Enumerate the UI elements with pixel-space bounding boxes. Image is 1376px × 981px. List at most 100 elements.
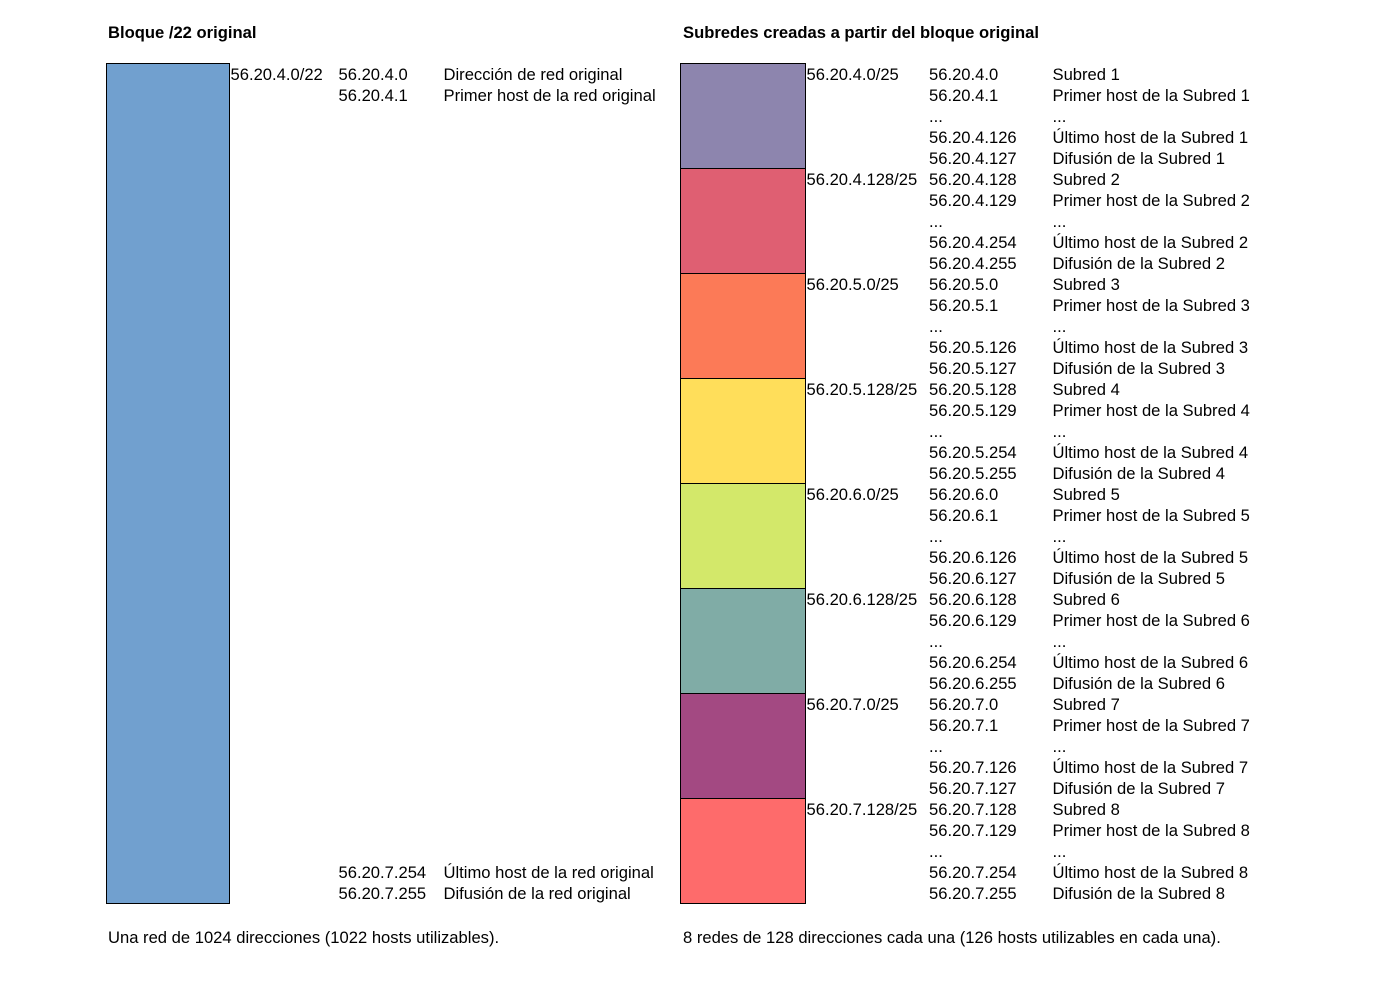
subnet-1-network-address: 56.20.4.0	[929, 64, 999, 84]
subnet-3-row-first-host: 56.20.5.1 Primer host de la Subred 3	[0, 295, 1376, 316]
left-row-broadcast: 56.20.7.255 Difusión de la red original	[0, 883, 1376, 904]
subnet-5-broadcast-address: 56.20.6.127	[929, 568, 1017, 588]
subnet-8-row-first-host: 56.20.7.129 Primer host de la Subred 8	[0, 820, 1376, 841]
subnet-5-last-host-label: Último host de la Subred 5	[1052, 547, 1249, 567]
original-block	[105, 62, 230, 905]
subnet-2-network-address: 56.20.4.128	[929, 169, 1017, 189]
subnet-3-broadcast-address: 56.20.5.127	[929, 358, 1017, 378]
subnet-7-row-first-host: 56.20.7.1 Primer host de la Subred 7	[0, 715, 1376, 736]
right-panel-title: Subredes creadas a partir del bloque ori…	[683, 22, 1039, 42]
subnet-block-8	[680, 797, 806, 905]
subnet-2-row-ellipsis: ... ...	[0, 211, 1376, 232]
subnet-8-last-host-address: 56.20.7.254	[929, 862, 1017, 882]
network-address-label: Dirección de red original	[443, 64, 623, 84]
subnet-5-ellipsis-label: ...	[1052, 526, 1067, 546]
subnet-5-ellipsis-ip: ...	[929, 526, 943, 546]
subnet-2-broadcast-label: Difusión de la Subred 2	[1052, 253, 1226, 273]
subnet-5-row-first-host: 56.20.6.1 Primer host de la Subred 5	[0, 505, 1376, 526]
subnet-2-broadcast-address: 56.20.4.255	[929, 253, 1017, 273]
subnet-3-network-label: Subred 3	[1052, 274, 1120, 294]
subnet-8-ellipsis-label: ...	[1052, 841, 1067, 861]
subnet-7-row-ellipsis: ... ...	[0, 736, 1376, 757]
subnet-6-row-last-host: 56.20.6.254 Último host de la Subred 6	[0, 652, 1376, 673]
subnet-block-7	[680, 692, 806, 800]
subnet-1-row-last-host: 56.20.4.126 Último host de la Subred 1	[0, 127, 1376, 148]
broadcast-label: Difusión de la red original	[443, 883, 631, 903]
subnet-8-first-host-label: Primer host de la Subred 8	[1052, 820, 1250, 840]
subnet-3-last-host-address: 56.20.5.126	[929, 337, 1017, 357]
subnet-7-network-address: 56.20.7.0	[929, 694, 999, 714]
subnet-1-last-host-address: 56.20.4.126	[929, 127, 1017, 147]
subnet-block-1	[680, 62, 806, 170]
right-panel-caption: 8 redes de 128 direcciones cada una (126…	[683, 927, 1221, 947]
subnet-8-row-last-host: 56.20.7.254 Último host de la Subred 8	[0, 862, 1376, 883]
subnet-8-row-ellipsis: ... ...	[0, 841, 1376, 862]
subnet-7-network-label: Subred 7	[1052, 694, 1120, 714]
subnet-5-network-label: Subred 5	[1052, 484, 1120, 504]
subnet-7-first-host-label: Primer host de la Subred 7	[1052, 715, 1250, 735]
subnet-5-broadcast-label: Difusión de la Subred 5	[1052, 568, 1226, 588]
last-host-address: 56.20.7.254	[338, 863, 427, 882]
subnet-5-row-last-host: 56.20.6.126 Último host de la Subred 5	[0, 547, 1376, 568]
subnet-8-first-host-address: 56.20.7.129	[929, 820, 1017, 840]
first-host-label: Primer host de la red original	[443, 85, 656, 105]
subnet-8-row-broadcast: 56.20.7.255 Difusión de la Subred 8	[0, 883, 1376, 904]
subnet-3-ellipsis-label: ...	[1052, 316, 1067, 336]
subnet-6-broadcast-label: Difusión de la Subred 6	[1052, 673, 1226, 693]
subnet-3-broadcast-label: Difusión de la Subred 3	[1052, 358, 1226, 378]
subnet-8-broadcast-address: 56.20.7.255	[929, 883, 1017, 903]
subnet-8-cidr-label: 56.20.7.128/25	[806, 799, 918, 819]
subnet-1-network-label: Subred 1	[1052, 64, 1120, 84]
subnet-1-row-first-host: 56.20.4.1 Primer host de la Subred 1	[0, 85, 1376, 106]
subnet-7-first-host-address: 56.20.7.1	[929, 715, 999, 735]
left-row-last-host: 56.20.7.254 Último host de la red origin…	[0, 862, 1376, 883]
subnet-block-5	[680, 482, 806, 590]
subnet-2-last-host-label: Último host de la Subred 2	[1052, 232, 1249, 252]
subnet-7-row-last-host: 56.20.7.126 Último host de la Subred 7	[0, 757, 1376, 778]
subnet-3-ellipsis-ip: ...	[929, 316, 943, 336]
subnet-2-row-broadcast: 56.20.4.255 Difusión de la Subred 2	[0, 253, 1376, 274]
subnet-4-broadcast-label: Difusión de la Subred 4	[1052, 463, 1226, 483]
subnet-1-first-host-address: 56.20.4.1	[929, 85, 999, 105]
subnet-6-first-host-address: 56.20.6.129	[929, 610, 1017, 630]
subnet-block-3	[680, 272, 806, 380]
subnet-1-last-host-label: Último host de la Subred 1	[1052, 127, 1249, 147]
last-host-label: Último host de la red original	[443, 863, 654, 882]
subnet-2-network-label: Subred 2	[1052, 169, 1120, 189]
subnet-3-row-last-host: 56.20.5.126 Último host de la Subred 3	[0, 337, 1376, 358]
subnet-6-cidr-label: 56.20.6.128/25	[806, 589, 918, 609]
subnet-3-first-host-label: Primer host de la Subred 3	[1052, 295, 1250, 315]
subnet-8-ellipsis-ip: ...	[929, 841, 943, 861]
subnet-4-network-label: Subred 4	[1052, 379, 1120, 399]
subnet-8-broadcast-label: Difusión de la Subred 8	[1052, 883, 1226, 903]
subnet-5-row-broadcast: 56.20.6.127 Difusión de la Subred 5	[0, 568, 1376, 589]
subnet-3-row-broadcast: 56.20.5.127 Difusión de la Subred 3	[0, 358, 1376, 379]
subnet-3-row-network: 56.20.5.0/25 56.20.5.0 Subred 3	[0, 274, 1376, 295]
subnet-1-cidr-label: 56.20.4.0/25	[806, 64, 899, 84]
subnet-1-first-host-label: Primer host de la Subred 1	[1052, 85, 1250, 105]
network-address: 56.20.4.0	[338, 64, 408, 84]
subnet-4-row-broadcast: 56.20.5.255 Difusión de la Subred 4	[0, 463, 1376, 484]
subnet-4-row-network: 56.20.5.128/25 56.20.5.128 Subred 4	[0, 379, 1376, 400]
subnet-3-network-address: 56.20.5.0	[929, 274, 999, 294]
subnet-6-last-host-label: Último host de la Subred 6	[1052, 652, 1249, 672]
subnet-5-last-host-address: 56.20.6.126	[929, 547, 1017, 567]
subnet-7-row-broadcast: 56.20.7.127 Difusión de la Subred 7	[0, 778, 1376, 799]
left-panel-title: Bloque /22 original	[108, 22, 257, 42]
subnet-5-first-host-address: 56.20.6.1	[929, 505, 999, 525]
subnet-2-ellipsis-label: ...	[1052, 211, 1067, 231]
subnet-8-last-host-label: Último host de la Subred 8	[1052, 862, 1249, 882]
subnet-5-row-ellipsis: ... ...	[0, 526, 1376, 547]
subnet-2-last-host-address: 56.20.4.254	[929, 232, 1017, 252]
subnet-4-first-host-address: 56.20.5.129	[929, 400, 1017, 420]
subnet-6-ellipsis-ip: ...	[929, 631, 943, 651]
subnet-5-row-network: 56.20.6.0/25 56.20.6.0 Subred 5	[0, 484, 1376, 505]
subnet-8-network-label: Subred 8	[1052, 799, 1120, 819]
subnet-4-row-ellipsis: ... ...	[0, 421, 1376, 442]
subnet-6-row-first-host: 56.20.6.129 Primer host de la Subred 6	[0, 610, 1376, 631]
subnet-3-first-host-address: 56.20.5.1	[929, 295, 999, 315]
subnet-7-ellipsis-ip: ...	[929, 736, 943, 756]
subnet-2-row-network: 56.20.4.128/25 56.20.4.128 Subred 2	[0, 169, 1376, 190]
subnet-6-last-host-address: 56.20.6.254	[929, 652, 1017, 672]
